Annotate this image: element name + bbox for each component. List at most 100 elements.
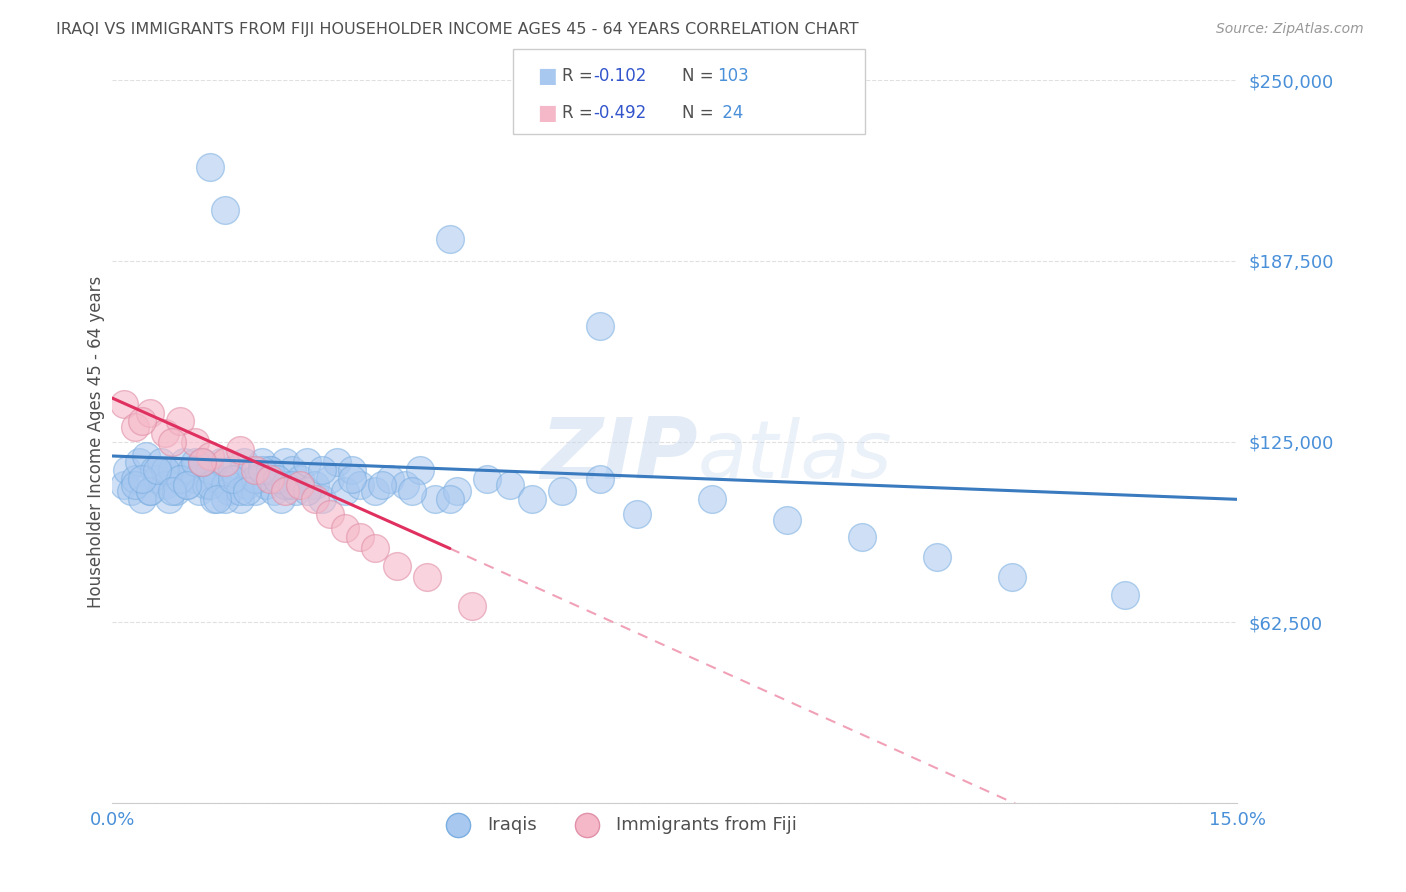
Point xyxy=(259,463,281,477)
Point xyxy=(378,472,401,486)
Point xyxy=(254,478,277,492)
Point xyxy=(214,203,236,218)
Point xyxy=(927,550,949,565)
Point xyxy=(112,478,135,492)
Point xyxy=(202,492,225,507)
Point xyxy=(142,463,165,477)
Point xyxy=(187,483,209,498)
Point xyxy=(304,492,326,507)
Text: ■: ■ xyxy=(537,103,557,123)
Text: ZIP: ZIP xyxy=(540,415,697,498)
Point xyxy=(297,483,319,498)
Text: N =: N = xyxy=(682,67,718,86)
Point xyxy=(124,420,146,434)
Point xyxy=(146,463,169,477)
Point xyxy=(198,463,221,477)
Point xyxy=(266,472,288,486)
Point xyxy=(461,599,484,614)
Point xyxy=(1114,588,1136,602)
Point xyxy=(150,455,173,469)
Point xyxy=(198,478,221,492)
Point xyxy=(776,512,799,526)
Point xyxy=(304,478,326,492)
Point xyxy=(285,483,308,498)
Point xyxy=(176,478,198,492)
Point xyxy=(139,483,162,498)
Point xyxy=(252,463,274,477)
Point xyxy=(131,414,153,428)
Text: N =: N = xyxy=(682,103,718,121)
Point xyxy=(117,463,139,477)
Point xyxy=(247,472,270,486)
Point xyxy=(281,478,304,492)
Point xyxy=(120,483,142,498)
Point xyxy=(139,406,162,420)
Point xyxy=(169,472,191,486)
Point xyxy=(319,472,342,486)
Point xyxy=(342,472,364,486)
Point xyxy=(146,472,169,486)
Point xyxy=(169,414,191,428)
Point xyxy=(180,463,202,477)
Point xyxy=(266,472,288,486)
Text: -0.492: -0.492 xyxy=(593,103,647,121)
Point xyxy=(326,455,349,469)
Point xyxy=(243,483,266,498)
Point xyxy=(165,483,187,498)
Point xyxy=(173,455,195,469)
Point xyxy=(128,455,150,469)
Point xyxy=(333,521,356,535)
Point xyxy=(191,455,214,469)
Point xyxy=(225,472,247,486)
Text: 103: 103 xyxy=(717,67,749,86)
Point xyxy=(439,492,461,507)
Point xyxy=(274,483,297,498)
Point xyxy=(394,478,416,492)
Point xyxy=(446,483,468,498)
Point xyxy=(214,455,236,469)
Point xyxy=(333,483,356,498)
Point xyxy=(349,478,371,492)
Point xyxy=(112,397,135,411)
Point xyxy=(184,434,207,449)
Point xyxy=(198,160,221,174)
Point xyxy=(162,483,184,498)
Point xyxy=(270,492,292,507)
Point xyxy=(342,463,364,477)
Point xyxy=(131,472,153,486)
Point xyxy=(311,492,333,507)
Point xyxy=(252,455,274,469)
Point xyxy=(139,483,162,498)
Point xyxy=(319,507,342,521)
Point xyxy=(522,492,544,507)
Point xyxy=(243,472,266,486)
Point xyxy=(153,425,176,440)
Point xyxy=(702,492,724,507)
Point xyxy=(288,472,311,486)
Point xyxy=(349,530,371,544)
Point xyxy=(229,483,252,498)
Point xyxy=(277,478,299,492)
Point xyxy=(214,492,236,507)
Point xyxy=(124,472,146,486)
Point xyxy=(589,472,612,486)
Point xyxy=(551,483,574,498)
Point xyxy=(371,478,394,492)
Point xyxy=(131,492,153,507)
Point xyxy=(184,472,207,486)
Text: ■: ■ xyxy=(537,66,557,87)
Point xyxy=(157,492,180,507)
Point xyxy=(198,449,221,463)
Point xyxy=(364,541,387,556)
Point xyxy=(184,455,207,469)
Point xyxy=(169,472,191,486)
Point xyxy=(191,455,214,469)
Point xyxy=(207,492,229,507)
Point xyxy=(274,455,297,469)
Point xyxy=(240,463,263,477)
Point xyxy=(851,530,873,544)
Text: 24: 24 xyxy=(717,103,744,121)
Point xyxy=(477,472,499,486)
Text: -0.102: -0.102 xyxy=(593,67,647,86)
Point xyxy=(288,478,311,492)
